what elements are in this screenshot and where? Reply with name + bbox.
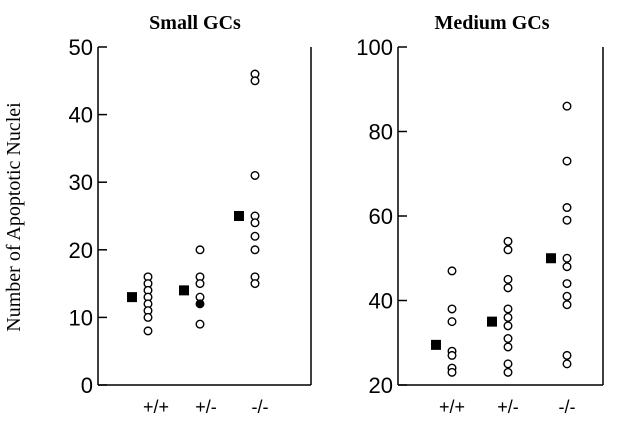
y-tick-label: 40 bbox=[69, 103, 93, 128]
open-circle-point bbox=[562, 359, 572, 369]
open-circle-point bbox=[503, 321, 513, 331]
open-circle-point bbox=[447, 266, 457, 276]
x-tick-label: +/- bbox=[195, 397, 217, 417]
open-circle-point bbox=[250, 245, 260, 255]
open-circle-point bbox=[250, 76, 260, 86]
panel-title-small-gcs: Small GCs bbox=[149, 12, 241, 34]
mean-square-point bbox=[546, 253, 556, 264]
y-tick-label: 30 bbox=[69, 170, 93, 195]
open-circle-point bbox=[503, 304, 513, 314]
open-circle-point bbox=[562, 253, 572, 263]
open-circle-point bbox=[250, 231, 260, 241]
data-points-small-gcs bbox=[127, 69, 260, 336]
open-circle-point bbox=[250, 218, 260, 228]
open-circle-point bbox=[447, 350, 457, 360]
x-ticks-medium-gcs: +/+ +/- -/- bbox=[439, 397, 576, 417]
open-circle-point bbox=[503, 283, 513, 293]
y-ticks-small-gcs: 0 10 20 30 40 50 bbox=[69, 35, 107, 398]
y-axis-label: Number of Apoptotic Nuclei bbox=[3, 102, 25, 332]
open-circle-point bbox=[503, 334, 513, 344]
open-circle-point bbox=[195, 279, 205, 289]
x-tick-label: -/- bbox=[252, 397, 269, 417]
open-circle-point bbox=[503, 359, 513, 369]
open-circle-point bbox=[195, 319, 205, 329]
y-tick-label: 0 bbox=[81, 373, 93, 398]
open-circle-point bbox=[503, 312, 513, 322]
open-circle-point bbox=[503, 236, 513, 246]
x-tick-label: +/- bbox=[497, 397, 519, 417]
open-circle-point bbox=[562, 279, 572, 289]
y-tick-label: 80 bbox=[369, 120, 393, 145]
y-tick-label: 50 bbox=[69, 35, 93, 60]
y-ticks-medium-gcs: 20 40 60 80 100 bbox=[356, 35, 407, 398]
filled-circle-point bbox=[195, 299, 205, 309]
open-circle-point bbox=[143, 312, 153, 322]
open-circle-point bbox=[562, 350, 572, 360]
panel-small-gcs: Small GCs 0 10 20 30 40 50 +/+ +/- -/- bbox=[69, 12, 312, 417]
mean-square-point bbox=[179, 285, 189, 296]
x-ticks-small-gcs: +/+ +/- -/- bbox=[143, 397, 269, 417]
y-tick-label: 10 bbox=[69, 305, 93, 330]
open-circle-point bbox=[447, 367, 457, 377]
open-circle-point bbox=[143, 326, 153, 336]
open-circle-point bbox=[250, 279, 260, 289]
open-circle-point bbox=[503, 367, 513, 377]
open-circle-point bbox=[447, 304, 457, 314]
open-circle-point bbox=[250, 170, 260, 180]
mean-square-point bbox=[127, 292, 137, 303]
open-circle-point bbox=[447, 317, 457, 327]
x-tick-label: -/- bbox=[559, 397, 576, 417]
open-circle-point bbox=[562, 156, 572, 166]
mean-square-point bbox=[234, 211, 244, 221]
open-circle-point bbox=[562, 291, 572, 301]
y-tick-label: 100 bbox=[356, 35, 393, 60]
x-tick-label: +/+ bbox=[143, 397, 169, 417]
mean-square-point bbox=[487, 316, 497, 327]
y-tick-label: 20 bbox=[69, 238, 93, 263]
open-circle-point bbox=[562, 262, 572, 272]
y-tick-label: 20 bbox=[369, 373, 393, 398]
open-circle-point bbox=[503, 274, 513, 284]
panel-medium-gcs: Medium GCs 20 40 60 80 100 +/+ +/- -/- bbox=[356, 12, 604, 417]
open-circle-point bbox=[562, 101, 572, 111]
y-tick-label: 60 bbox=[369, 204, 393, 229]
panel-title-medium-gcs: Medium GCs bbox=[435, 12, 550, 34]
y-tick-label: 40 bbox=[369, 289, 393, 314]
x-tick-label: +/+ bbox=[439, 397, 465, 417]
data-points-medium-gcs bbox=[431, 101, 572, 377]
open-circle-point bbox=[562, 203, 572, 213]
open-circle-point bbox=[562, 300, 572, 310]
open-circle-point bbox=[562, 215, 572, 225]
open-circle-point bbox=[503, 342, 513, 352]
open-circle-point bbox=[195, 245, 205, 255]
mean-square-point bbox=[431, 339, 441, 350]
open-circle-point bbox=[503, 245, 513, 255]
